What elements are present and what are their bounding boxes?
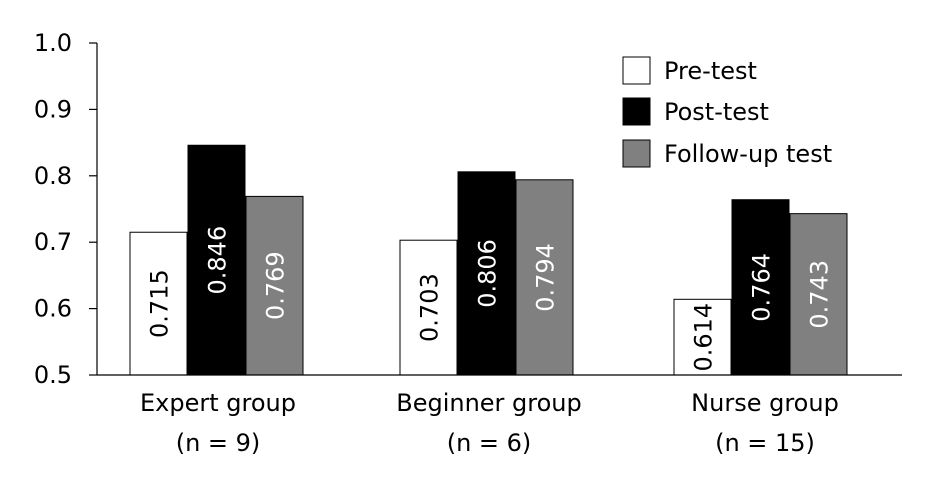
legend: Pre-test Post-test Follow-up test	[622, 56, 832, 168]
category-label: Nurse group	[691, 389, 839, 417]
value-label: 0.614	[690, 303, 718, 372]
bar	[515, 179, 574, 376]
legend-label: Post-test	[664, 98, 769, 126]
legend-label: Follow-up test	[664, 140, 832, 168]
legend-swatch	[622, 56, 651, 85]
y-tick-label: 0.9	[34, 95, 72, 123]
value-labels: 0.715 0.846 0.769 0.703 0.806 0.794 0.614 0.764…	[146, 226, 834, 372]
legend-label: Pre-test	[664, 57, 757, 85]
value-label: 0.846	[204, 226, 232, 295]
category-n-label: (n = 6)	[447, 429, 532, 457]
value-label: 0.769	[262, 251, 290, 320]
category-n-label: (n = 15)	[715, 429, 815, 457]
bar	[731, 199, 790, 376]
x-axis: Expert group (n = 9) Beginner group (n = 6)…	[97, 374, 902, 457]
bar	[673, 298, 732, 376]
bar	[245, 195, 304, 376]
bar	[457, 171, 516, 376]
y-tick-label: 0.8	[34, 162, 72, 190]
category-label: Beginner group	[396, 389, 582, 417]
legend-swatch	[622, 97, 651, 126]
y-tick-label: 1.0	[34, 29, 72, 57]
value-label: 0.715	[146, 269, 174, 338]
y-tick-label: 0.6	[34, 295, 72, 323]
bar	[789, 213, 848, 376]
legend-swatch	[622, 139, 651, 168]
bars	[129, 144, 848, 376]
value-label: 0.806	[474, 239, 502, 308]
y-tick-label: 0.7	[34, 228, 72, 256]
y-tick-label: 0.5	[34, 361, 72, 389]
value-label: 0.703	[416, 273, 444, 342]
bar	[187, 144, 246, 376]
bar	[399, 239, 458, 376]
value-label: 0.794	[532, 243, 560, 312]
category-n-label: (n = 9)	[176, 429, 261, 457]
y-axis: 0.5 0.6 0.7 0.8 0.9 1.0	[34, 29, 98, 389]
category-label: Expert group	[140, 389, 296, 417]
value-label: 0.764	[748, 253, 776, 322]
value-label: 0.743	[806, 260, 834, 329]
